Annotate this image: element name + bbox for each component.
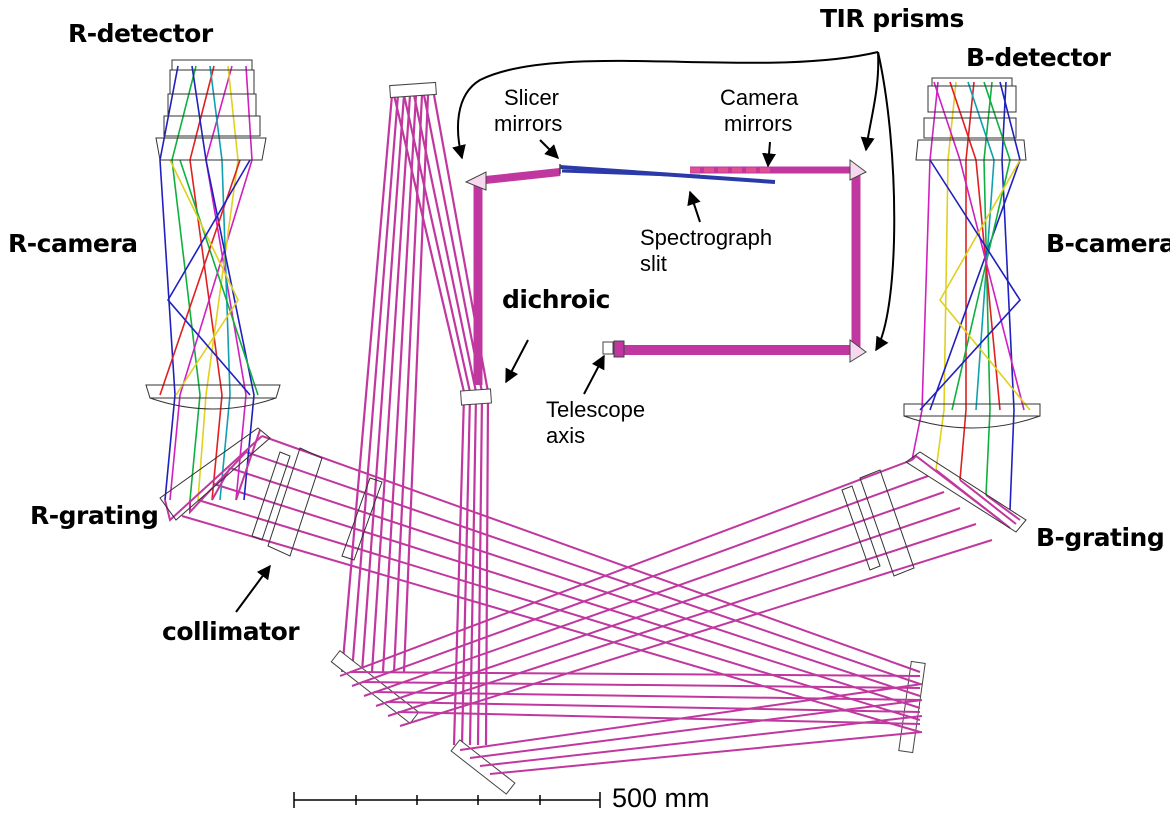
- r-grating-element: [159, 427, 271, 521]
- telescope-axis-label-line1: Telescope: [546, 397, 646, 422]
- annotation-arrows: [235, 51, 896, 613]
- fold-beam-bundle: [340, 94, 490, 673]
- r-camera-lenses: [145, 59, 281, 410]
- b-detector-label: B-detector: [966, 43, 1111, 72]
- tir-prisms-label: TIR prisms: [820, 4, 964, 33]
- telescope-axis-label-line2: axis: [546, 423, 586, 448]
- beams-to-r-grating: [181, 435, 921, 733]
- beams-to-b-grating: [339, 459, 993, 727]
- scale-bar-label: 500 mm: [612, 783, 710, 813]
- b-grating-element: [905, 451, 1027, 533]
- collimator-lenses: [251, 447, 915, 577]
- r-grating-rays: [164, 429, 263, 522]
- bottom-cross-bundle: [349, 671, 923, 775]
- slicer-mirrors-label-line1: Slicer: [504, 85, 560, 110]
- top-fold-mirror: [389, 81, 437, 99]
- r-detector-label: R-detector: [68, 19, 213, 48]
- camera-mirrors-label-line2: mirrors: [724, 111, 793, 136]
- slicer-camera-mirrors: [559, 164, 776, 184]
- r-grating-label: R-grating: [30, 501, 159, 530]
- r-camera-label: R-camera: [8, 229, 138, 258]
- r-camera-rays: [159, 65, 259, 501]
- tir-prisms: [464, 159, 867, 363]
- b-camera-lenses: [903, 77, 1041, 429]
- b-camera-rays: [911, 81, 1031, 511]
- slicer-mirrors-label-line2: mirrors: [494, 111, 563, 136]
- b-camera-label: B-camera: [1046, 229, 1170, 258]
- scale-bar: [293, 792, 601, 808]
- dichroic-label: dichroic: [502, 285, 610, 314]
- collimator-label: collimator: [162, 617, 300, 646]
- spectrograph-slit-label-line2: slit: [640, 251, 667, 276]
- main-beam-path: [473, 166, 861, 385]
- b-grating-label: B-grating: [1036, 523, 1165, 552]
- spectrograph-slit-label-line1: Spectrograph: [640, 225, 773, 250]
- telescope-axis-element: [602, 340, 625, 358]
- camera-mirrors-label-line1: Camera: [720, 85, 799, 110]
- b-grating-rays: [911, 454, 1021, 529]
- dichroic-element: [460, 388, 492, 406]
